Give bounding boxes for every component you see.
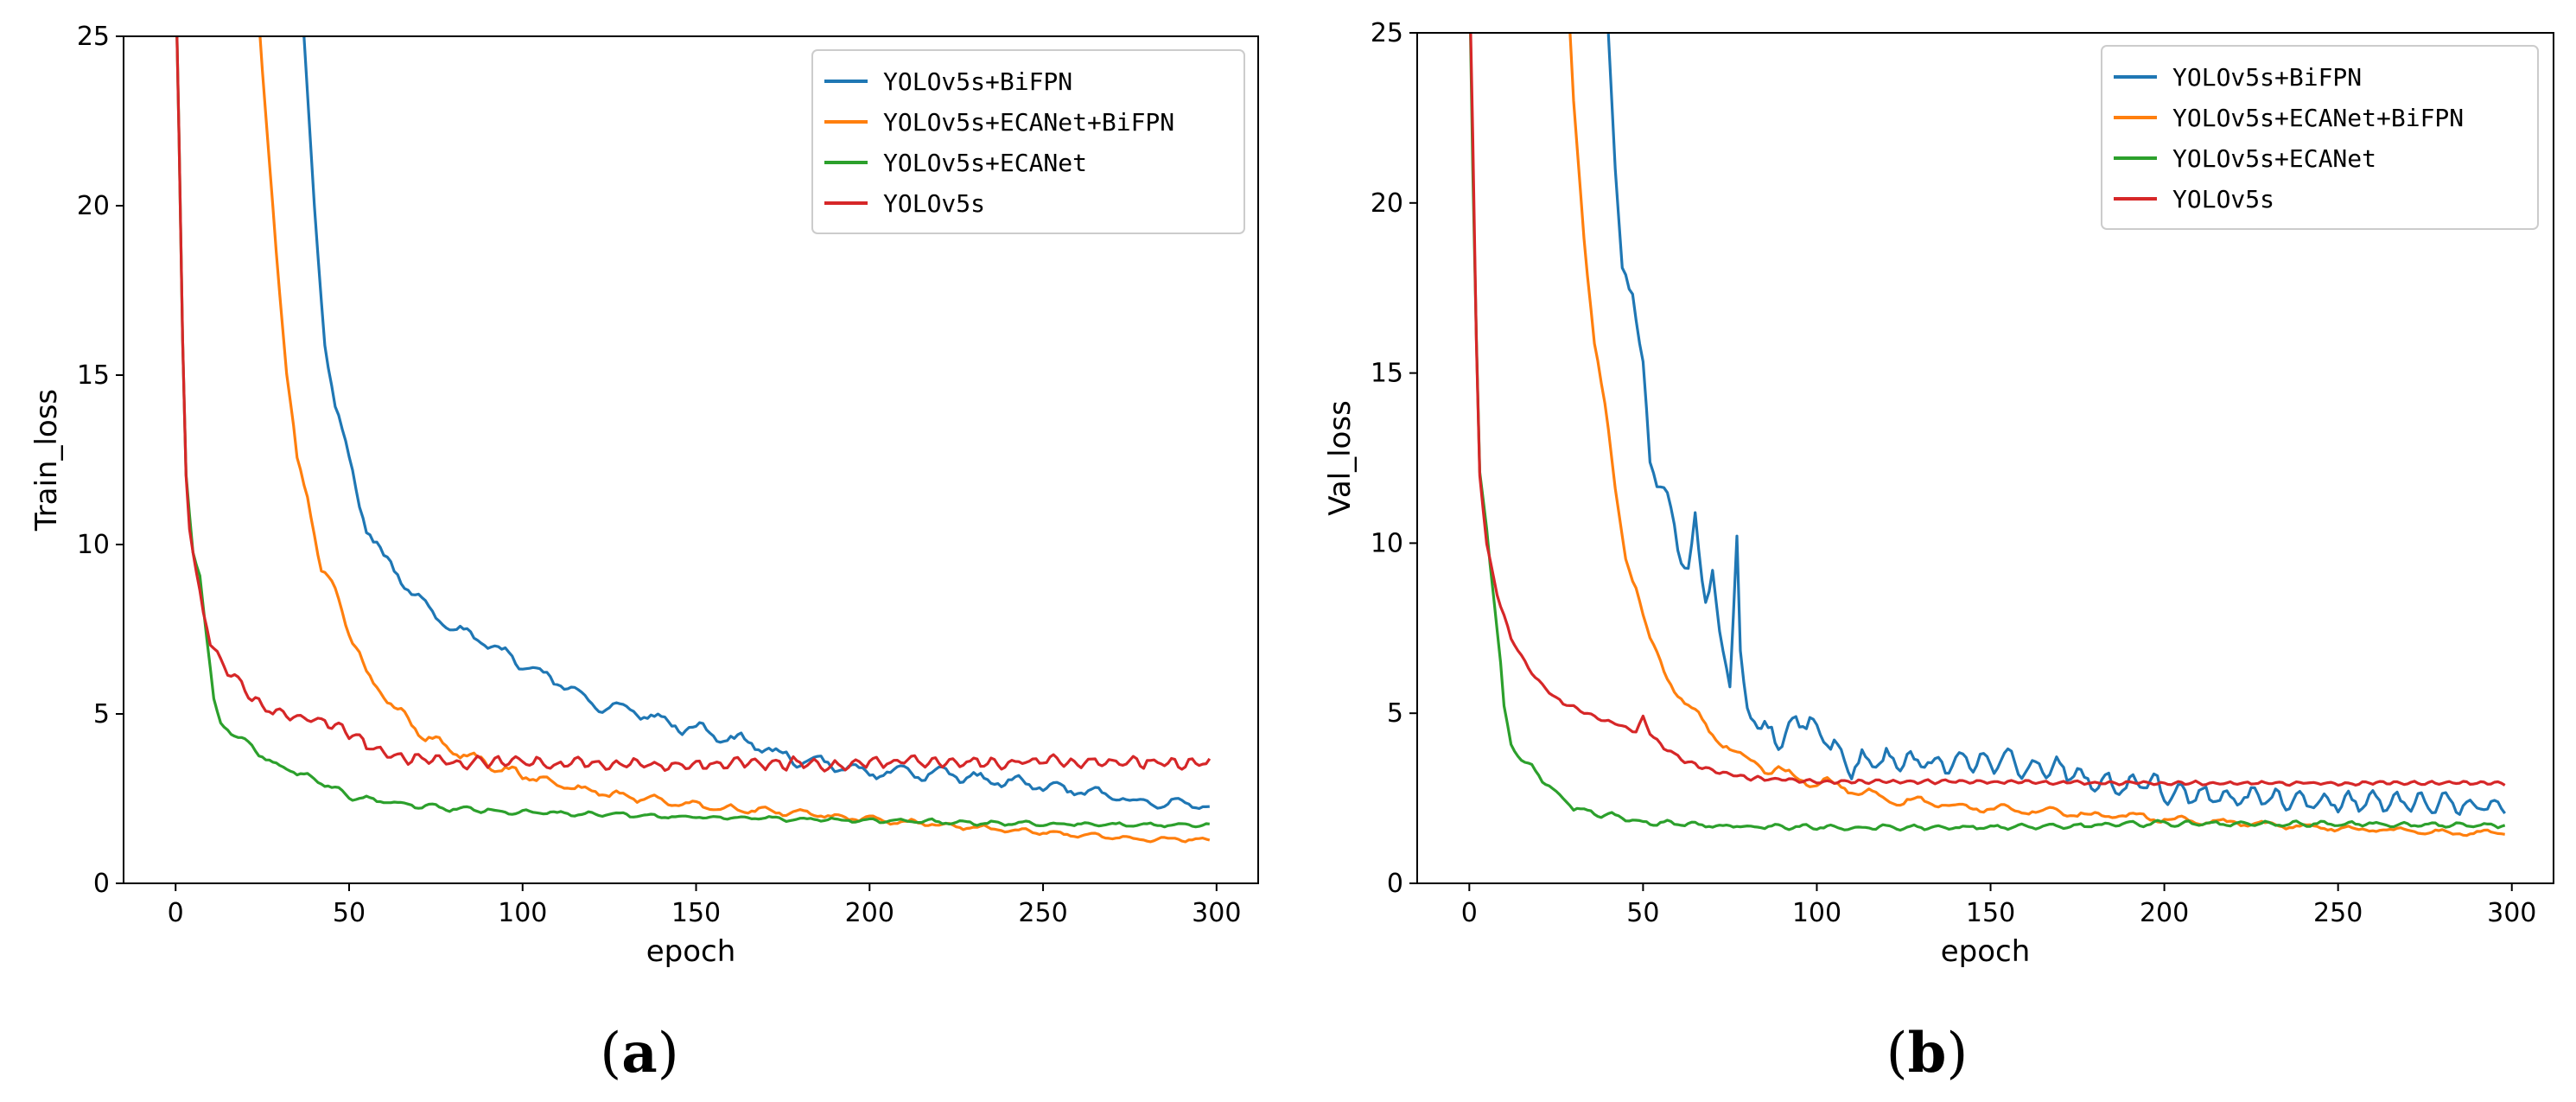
panel-b-caption: (b) <box>1886 1021 1969 1086</box>
panel-a-xlabel: epoch <box>646 934 736 969</box>
legend-label: YOLOv5s <box>883 189 985 218</box>
x-tick-label: 150 <box>1966 898 2015 928</box>
y-tick-label: 0 <box>93 869 110 899</box>
y-tick-label: 25 <box>1371 18 1403 48</box>
panel-b-xlabel: epoch <box>1941 934 2031 969</box>
x-tick-label: 0 <box>168 898 184 928</box>
x-tick-label: 200 <box>2140 898 2189 928</box>
series-line-ecanet <box>175 36 1210 829</box>
panel-a-frame <box>123 35 1259 884</box>
legend-label: YOLOv5s <box>2172 185 2274 213</box>
series-line-ecanet <box>1469 33 2506 832</box>
panel-a-legend: YOLOv5s+BiFPN YOLOv5s+ECANet+BiFPN YOLOv5s… <box>811 49 1245 234</box>
y-tick-label: 20 <box>77 191 110 221</box>
series-line-bifpn <box>302 36 1210 811</box>
y-tick-label: 5 <box>1387 698 1403 729</box>
x-tick-label: 250 <box>1018 898 1067 928</box>
x-tick-label: 300 <box>2487 898 2536 928</box>
x-tick-label: 100 <box>498 898 547 928</box>
y-tick-label: 15 <box>77 360 110 391</box>
x-tick-label: 50 <box>333 898 366 928</box>
legend-label: YOLOv5s+BiFPN <box>2172 63 2362 92</box>
y-tick-label: 0 <box>1387 869 1403 899</box>
legend-label: YOLOv5s+ECANet <box>883 149 1087 177</box>
panel-b-ylabel: Val_loss <box>1323 400 1358 516</box>
legend-box <box>811 49 1245 234</box>
x-tick-label: 150 <box>671 898 721 928</box>
y-tick-label: 15 <box>1371 359 1403 389</box>
panel-b-lines <box>1469 33 2506 838</box>
x-tick-label: 50 <box>1626 898 1659 928</box>
x-tick-label: 250 <box>2313 898 2363 928</box>
panel-a-ticks: 0 50 100 150 200 250 300 0 5 10 15 20 25 <box>77 22 1242 928</box>
panel-b-val-loss: 0 50 100 150 200 250 300 0 5 10 15 20 25 epoch Val_l… <box>1323 18 2554 1086</box>
series-line-bifpn <box>1606 33 2506 816</box>
panel-b-frame <box>1416 32 2554 884</box>
panel-b-ticks: 0 50 100 150 200 250 300 0 5 10 15 20 25 <box>1371 18 2537 928</box>
legend-label: YOLOv5s+ECANet+BiFPN <box>2172 104 2464 132</box>
legend-label: YOLOv5s+ECANet+BiFPN <box>883 108 1174 137</box>
x-tick-label: 300 <box>1192 898 1241 928</box>
panel-a-caption-letter: a <box>621 1021 657 1086</box>
y-tick-label: 5 <box>93 699 110 729</box>
x-tick-label: 200 <box>845 898 894 928</box>
series-line-yolov5s <box>175 36 1212 773</box>
x-tick-label: 100 <box>1792 898 1841 928</box>
legend-label: YOLOv5s+ECANet <box>2172 144 2376 173</box>
series-line-ecanet_bifpn <box>1568 33 2505 838</box>
legend-label: YOLOv5s+BiFPN <box>883 67 1072 96</box>
legend-box <box>2101 45 2539 230</box>
panel-a-ylabel: Train_loss <box>29 389 64 532</box>
y-tick-label: 25 <box>77 22 110 52</box>
y-tick-label: 20 <box>1371 188 1403 219</box>
panel-a-train-loss: 0 50 100 150 200 250 300 0 5 10 15 20 25 epoch Train… <box>29 22 1259 1086</box>
panel-b-caption-letter: b <box>1908 1021 1947 1086</box>
panel-a-lines <box>175 36 1212 844</box>
series-line-yolov5s <box>1469 33 2506 787</box>
panel-b-legend: YOLOv5s+BiFPN YOLOv5s+ECANet+BiFPN YOLOv5s… <box>2101 45 2539 230</box>
y-tick-label: 10 <box>1371 528 1403 558</box>
panel-a-caption: (a) <box>600 1021 678 1086</box>
y-tick-label: 10 <box>77 530 110 560</box>
x-tick-label: 0 <box>1461 898 1478 928</box>
series-line-ecanet_bifpn <box>258 36 1211 844</box>
